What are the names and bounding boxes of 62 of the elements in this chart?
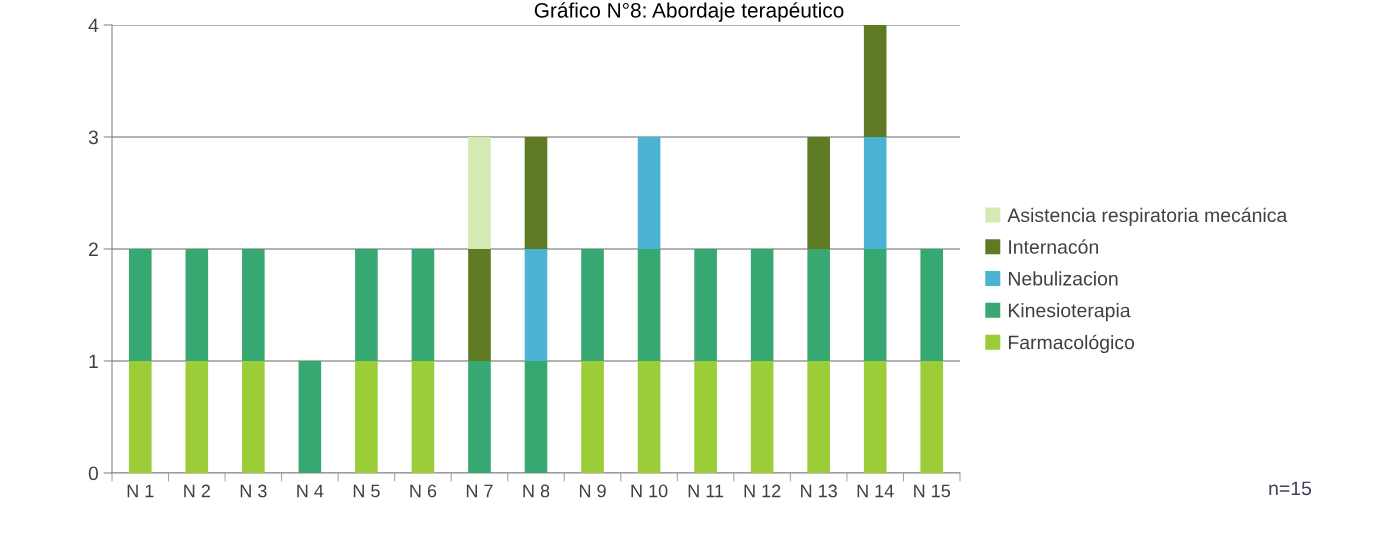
bar bbox=[128, 249, 152, 361]
bar bbox=[355, 249, 378, 361]
bar bbox=[863, 361, 887, 473]
bar bbox=[637, 137, 661, 249]
legend-label: Asistencia respiratoria mecánica bbox=[1007, 207, 1288, 226]
x-tick-label: N 9 bbox=[579, 484, 606, 498]
chart-title: Gráfico N°8: Abordaje terapéutico bbox=[534, 2, 844, 22]
x-tick-label: N 10 bbox=[631, 484, 668, 498]
bar bbox=[468, 137, 491, 249]
bar bbox=[411, 249, 435, 361]
legend-label: Farmacológico bbox=[1008, 334, 1135, 354]
bar bbox=[807, 361, 830, 473]
bar bbox=[524, 249, 548, 361]
y-tick-label: 0 bbox=[88, 466, 99, 481]
bar bbox=[694, 361, 717, 473]
bar bbox=[863, 249, 887, 361]
bar bbox=[185, 249, 209, 361]
bar bbox=[581, 249, 604, 361]
x-tick-label: N 4 bbox=[297, 484, 324, 498]
bar bbox=[581, 361, 604, 473]
bar bbox=[468, 361, 491, 473]
bar bbox=[637, 361, 661, 473]
x-tick-label: N 15 bbox=[914, 484, 951, 498]
bar bbox=[468, 249, 491, 361]
x-tick-label: N 5 bbox=[353, 484, 380, 498]
bar bbox=[807, 137, 830, 249]
x-tick-label: N 6 bbox=[410, 484, 437, 498]
bar bbox=[242, 361, 265, 473]
bar bbox=[128, 361, 152, 473]
bar bbox=[637, 249, 661, 361]
bar bbox=[524, 137, 548, 249]
legend-label: Kinesioterapia bbox=[1008, 303, 1131, 322]
bar bbox=[863, 25, 887, 137]
y-tick-label: 2 bbox=[88, 242, 98, 257]
x-tick-label: N 11 bbox=[688, 484, 724, 498]
bar bbox=[920, 249, 944, 361]
bar bbox=[355, 361, 378, 473]
bar bbox=[185, 361, 209, 473]
bar bbox=[411, 361, 435, 473]
bar bbox=[242, 249, 265, 361]
bar bbox=[524, 361, 548, 473]
y-tick-label: 4 bbox=[88, 18, 99, 33]
bar bbox=[750, 249, 774, 361]
bar bbox=[298, 361, 322, 473]
x-tick-label: N 12 bbox=[744, 484, 781, 498]
x-tick-label: N 13 bbox=[801, 484, 837, 498]
x-tick-label: N 8 bbox=[523, 484, 550, 498]
x-tick-label: N 3 bbox=[240, 484, 267, 498]
x-tick-label: N 1 bbox=[127, 484, 154, 498]
bar bbox=[750, 361, 774, 473]
bar bbox=[920, 361, 944, 473]
bar bbox=[694, 249, 717, 361]
bar bbox=[863, 137, 887, 249]
x-tick-label: N 14 bbox=[857, 484, 894, 498]
y-tick-label: 3 bbox=[88, 130, 98, 145]
legend-label: Internacón bbox=[1009, 239, 1098, 254]
y-tick-label: 1 bbox=[89, 354, 98, 369]
x-tick-label: N 7 bbox=[466, 484, 493, 498]
text: n=15 bbox=[1269, 481, 1312, 496]
x-tick-label: N 2 bbox=[184, 484, 210, 498]
legend-label: Nebulizacion bbox=[1008, 271, 1118, 286]
bar bbox=[807, 249, 830, 361]
